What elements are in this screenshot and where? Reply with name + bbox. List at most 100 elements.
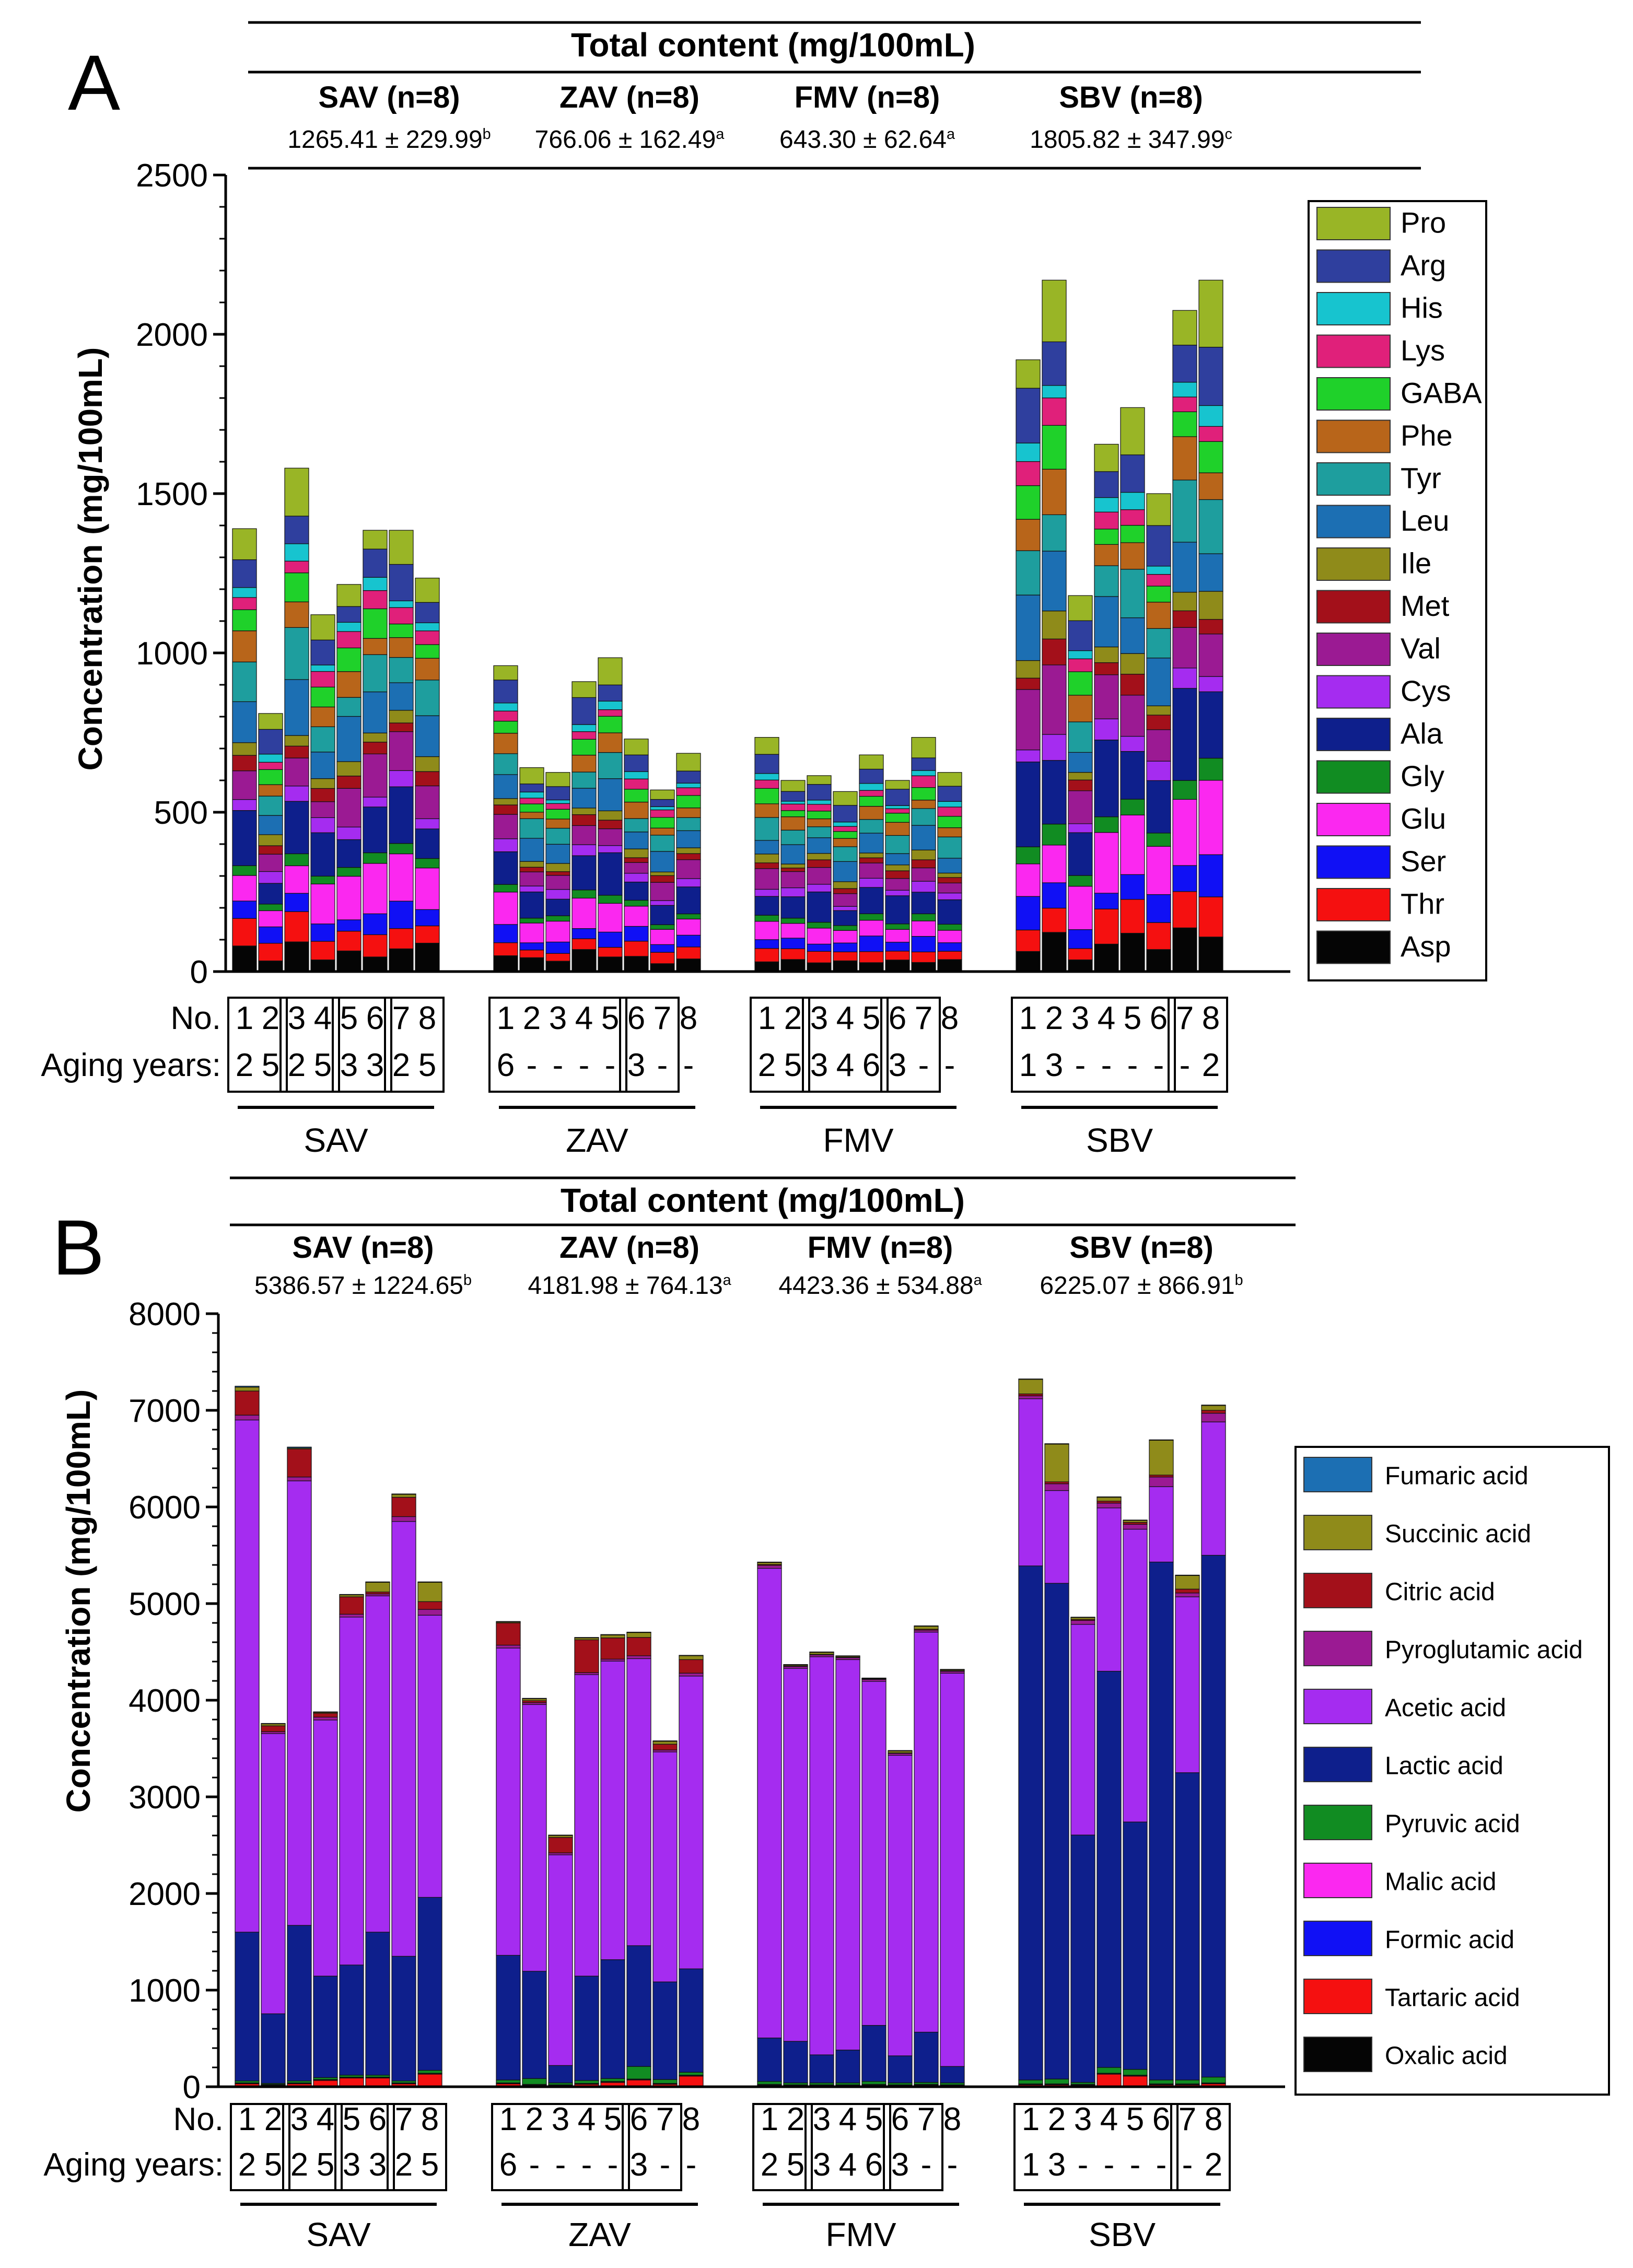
group-total: 1265.41 ± 229.99b (287, 126, 491, 154)
bar-segment-gly (1120, 799, 1145, 815)
bar-segment-lactic-acid (1123, 1821, 1148, 2070)
sample-box (282, 2103, 343, 2191)
bar-segment-fumaric-acid (888, 1750, 913, 1751)
bar-segment-asp (911, 962, 936, 972)
bar-segment-tyr (545, 827, 570, 845)
bar-segment-val (754, 868, 779, 890)
bar-segment-gaba (363, 608, 388, 639)
bar-segment-phe (519, 812, 544, 819)
group-name: FMV (n=8) (808, 1231, 953, 1265)
sample-no: 6 (891, 2101, 909, 2137)
bar-segment-met (598, 820, 623, 829)
bar-segment-gaba (571, 739, 597, 756)
bar-segment-pyruvic-acid (1175, 2079, 1200, 2085)
bar-segment-acetic-acid (1149, 1486, 1174, 1563)
legend-swatch (1316, 249, 1391, 283)
bar-segment-gly (258, 904, 283, 911)
bar-segment-tyr (833, 846, 858, 862)
bar-segment-asp (519, 957, 544, 972)
bar-segment-phe (885, 822, 910, 836)
bar-segment-cys (807, 884, 832, 893)
bar-segment-leu (676, 830, 701, 848)
bar-segment-ser (310, 923, 335, 942)
bar-segment-ser (415, 909, 440, 927)
bar-segment-citric-acid (261, 1725, 286, 1732)
legend: Fumaric acid Succinic acid Citric acid Pyro… (1294, 1446, 1610, 2096)
group-total: 6225.07 ± 866.91b (1040, 1272, 1243, 1300)
sample-no: 1 (1022, 2101, 1040, 2137)
aging-value: 3 (627, 1047, 645, 1083)
group-label: SAV (306, 2216, 371, 2253)
legend-label: Succinic acid (1385, 1520, 1531, 1548)
bar-segment-leu (363, 691, 388, 733)
bar-segment-phe (807, 818, 832, 827)
bar-segment-gaba (807, 811, 832, 820)
tick-label: 6000 (129, 1490, 201, 1526)
bar-segment-leu (415, 715, 440, 757)
sample-box (1011, 997, 1176, 1093)
bar-segment-lactic-acid (235, 1932, 260, 2082)
sample-no: 3 (549, 1000, 567, 1036)
bar-segment-ile (937, 872, 962, 878)
bar-segment-ser (389, 901, 414, 929)
bar-segment-asp (885, 960, 910, 972)
bar-segment-lactic-acid (417, 1897, 442, 2071)
bar-segment-pyroglutamic-acid (1018, 1395, 1043, 1399)
legend-swatch (1316, 462, 1391, 496)
aging-value: 1 (1019, 1047, 1037, 1083)
bar-segment-tyr (780, 829, 806, 845)
bar-segment-ser (1094, 893, 1119, 909)
bar-segment-acetic-acid (914, 1631, 939, 2033)
sample-no: 5 (601, 1000, 619, 1036)
bar-segment-cys (1016, 750, 1041, 763)
bar-segment-phe (859, 806, 884, 820)
bar-segment-cys (1146, 761, 1171, 781)
sample-box (279, 997, 340, 1093)
bar-segment-glu (1146, 846, 1171, 895)
bar-segment-val (598, 828, 623, 846)
significance-letter: b (1235, 1272, 1243, 1289)
aging-value: 3 (630, 2147, 648, 2183)
bar-segment-ala (1172, 688, 1197, 781)
bar-segment-gaba (598, 716, 623, 733)
bar-segment-lys (1146, 574, 1171, 587)
bar-segment-ala (1198, 691, 1223, 759)
bar-segment-thr (363, 934, 388, 957)
bar-segment-acetic-acid (888, 1755, 913, 2056)
bar-segment-acetic-acid (1175, 1596, 1200, 1773)
bar-segment-asp (363, 956, 388, 972)
bar-segment-ser (1068, 929, 1093, 949)
bar-segment-gly (911, 913, 936, 921)
bar-segment-val (885, 878, 910, 891)
bar-segment-acetic-acid (261, 1733, 286, 2014)
significance-letter: c (1224, 126, 1232, 143)
bar-segment-gly (859, 913, 884, 921)
bar-segment-arg (1068, 620, 1093, 651)
bar-segment-arg (545, 786, 570, 801)
panel-a-header: Total content (mg/100mL) (571, 26, 975, 64)
bar-segment-leu (1120, 617, 1145, 654)
bar-segment-thr (598, 946, 623, 957)
bar-segment-leu (1146, 658, 1171, 706)
bar-segment-ala (754, 896, 779, 916)
sample-box (619, 997, 680, 1093)
bar-segment-met (493, 804, 518, 815)
bar-segment-met (754, 862, 779, 869)
bar-segment-pyroglutamic-acid (287, 1477, 312, 1481)
bar-segment-lys (310, 671, 335, 687)
legend-swatch (1303, 1573, 1372, 1608)
sample-box (384, 997, 445, 1093)
bar-segment-his (1120, 492, 1145, 510)
bar-segment-gaba (859, 796, 884, 807)
bar-segment-arg (598, 684, 623, 702)
bar-segment-thr (545, 953, 570, 962)
bars (226, 279, 1290, 973)
bar-segment-ala (676, 886, 701, 915)
bar-segment-gaba (754, 788, 779, 804)
bar-segment-succinic-acid (1044, 1444, 1069, 1482)
bar-segment-thr (885, 951, 910, 961)
bar-segment-pyroglutamic-acid (679, 1673, 704, 1677)
bar-segment-met (1068, 779, 1093, 791)
bar-segment-pro (336, 584, 361, 607)
bar-segment-pro (911, 737, 936, 758)
